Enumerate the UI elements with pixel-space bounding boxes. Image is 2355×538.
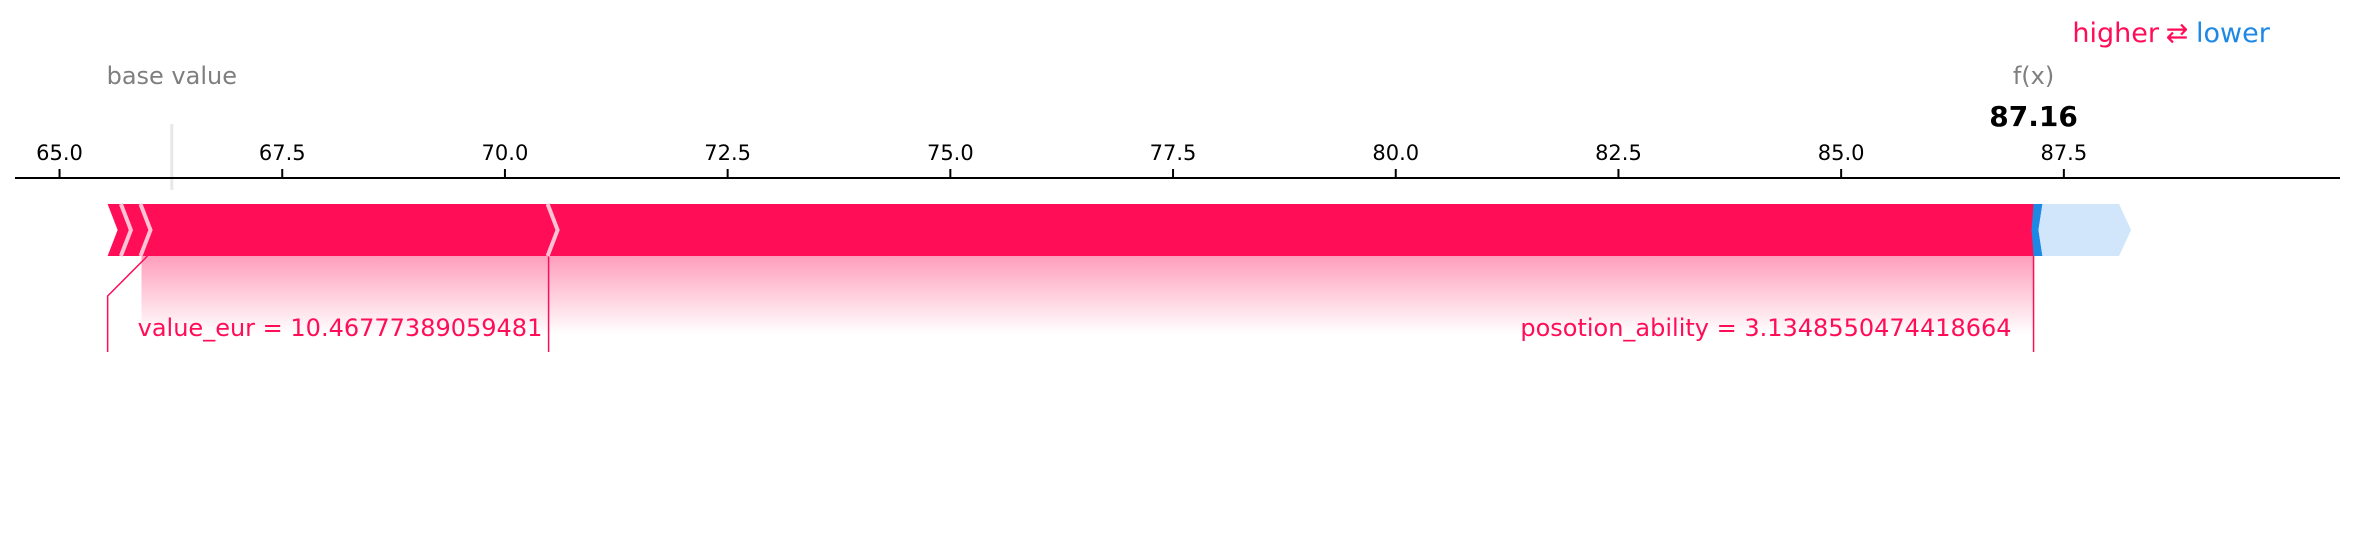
axis-tick-label: 77.5 [1150,141,1197,165]
axis-tick-label: 72.5 [704,141,751,165]
axis-tick-label: 67.5 [259,141,306,165]
axis-tick-label: 85.0 [1818,141,1865,165]
feature-label: value_eur = 10.46777389059481 [138,314,543,342]
legend-arrow: ⇄ [2166,18,2189,49]
negative-segment [2038,204,2131,256]
axis-tick-label: 87.5 [2040,141,2087,165]
positive-segment [549,204,2034,256]
output-value: 87.16 [1989,100,2078,133]
axis-tick-label: 75.0 [927,141,974,165]
legend: higher ⇄ lower [2072,18,2270,49]
axis-tick-label: 82.5 [1595,141,1642,165]
axis-tick-label: 65.0 [36,141,83,165]
base-value-label: base value [107,62,237,90]
force-segments [108,204,2131,256]
axis-ticks: 65.0 67.5 70.0 72.5 75.0 77.5 80.0 82.5 85.0 87.5 [36,141,2087,178]
output-name: f(x) [2013,62,2054,90]
axis-tick-label: 80.0 [1372,141,1419,165]
axis-tick-label: 70.0 [482,141,529,165]
legend-higher: higher [2072,18,2159,49]
feature-label: posotion_ability = 3.1348550474418664 [1520,314,2011,342]
legend-lower: lower [2196,18,2271,49]
positive-segment [141,204,558,256]
